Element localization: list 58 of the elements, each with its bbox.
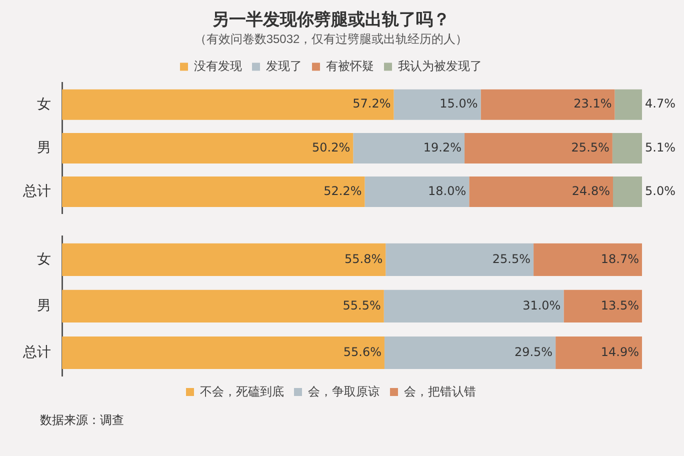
data-label: 24.8% <box>572 184 610 198</box>
data-label: 19.2% <box>423 140 462 154</box>
data-label: 55.5% <box>342 298 381 312</box>
bar <box>564 290 642 322</box>
data-label: 25.5% <box>492 252 531 266</box>
data-label: 25.5% <box>571 140 610 154</box>
source-note: 数据来源：调查 <box>40 412 125 429</box>
data-label: 18.7% <box>600 252 639 266</box>
bar <box>364 176 470 208</box>
chart-subtitle: （有效问卷数35032，仅有过劈腿或出轨经历的人） <box>194 32 468 46</box>
y-tick-label: 女 <box>37 250 51 267</box>
legend-label: 会，把错认错 <box>404 384 476 398</box>
bar <box>353 132 465 164</box>
bar <box>62 176 365 208</box>
data-label: 29.5% <box>514 344 553 359</box>
bar <box>464 132 612 164</box>
legend-label: 会，争取原谅 <box>308 384 380 398</box>
bar <box>62 290 384 322</box>
bar <box>480 89 615 120</box>
data-label: 14.9% <box>600 344 639 359</box>
legend-label: 有被怀疑 <box>326 59 374 74</box>
data-label: 57.2% <box>352 96 391 111</box>
bar <box>62 132 354 164</box>
bar <box>62 243 386 276</box>
data-label: 55.8% <box>344 252 383 266</box>
data-label: 55.6% <box>343 344 382 359</box>
legend-label: 不会，死磕到底 <box>200 384 284 398</box>
data-label: 23.1% <box>574 96 612 111</box>
data-label: 50.2% <box>312 140 350 154</box>
legend-label: 没有发现 <box>194 59 242 74</box>
bar <box>62 89 394 120</box>
chart-title: 另一半发现你劈腿或出轨了吗？ <box>212 10 450 29</box>
bar <box>469 176 613 208</box>
bar <box>614 89 642 120</box>
bar <box>556 336 642 370</box>
bar <box>62 336 384 370</box>
data-label: 31.0% <box>522 298 561 312</box>
data-label: 5.1% <box>645 140 676 154</box>
bar <box>386 243 534 276</box>
bar <box>394 89 481 120</box>
y-tick-label: 总计 <box>22 344 51 360</box>
data-label: 4.7% <box>645 96 676 111</box>
y-tick-label: 男 <box>37 297 51 314</box>
y-tick-label: 男 <box>37 139 51 156</box>
y-tick-label: 总计 <box>22 182 51 199</box>
data-label: 13.5% <box>600 298 639 312</box>
bar <box>613 176 642 208</box>
data-label: 15.0% <box>440 96 478 111</box>
bar <box>612 132 642 164</box>
legend-label: 发现了 <box>266 59 302 74</box>
data-label: 52.2% <box>324 184 362 198</box>
data-label: 5.0% <box>645 184 676 198</box>
y-tick-label: 女 <box>37 95 51 112</box>
bar <box>534 243 642 276</box>
bar <box>384 290 564 322</box>
bar <box>384 336 556 370</box>
legend-label: 我认为被发现了 <box>398 59 482 74</box>
data-label: 18.0% <box>428 184 466 198</box>
